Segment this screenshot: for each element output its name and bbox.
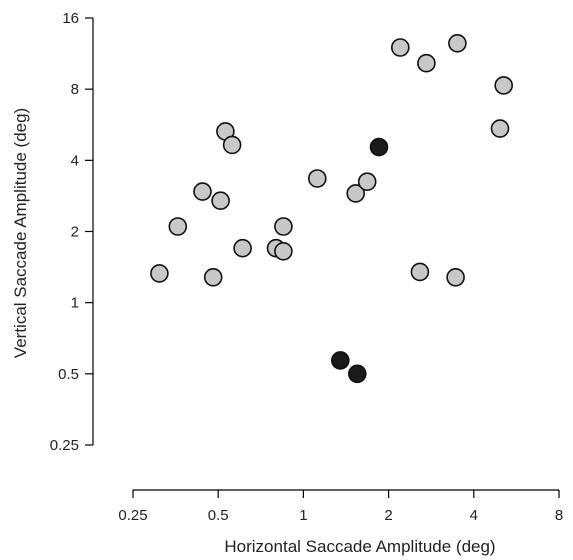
x-tick-label: 8 bbox=[555, 507, 563, 524]
x-tick-label: 4 bbox=[470, 507, 478, 524]
x-tick-label: 0.5 bbox=[208, 507, 229, 524]
data-point-black bbox=[347, 364, 367, 384]
data-point-gray bbox=[410, 262, 430, 282]
x-tick-label: 2 bbox=[384, 507, 392, 524]
data-point-gray bbox=[193, 182, 212, 201]
data-points bbox=[150, 33, 514, 384]
data-point-gray bbox=[168, 217, 188, 236]
data-point-gray bbox=[346, 184, 366, 203]
y-tick-label: 0.5 bbox=[58, 366, 79, 383]
x-axis-title: Horizontal Saccade Amplitude (deg) bbox=[224, 537, 495, 556]
data-point-gray bbox=[211, 191, 230, 210]
y-tick-label: 1 bbox=[71, 295, 79, 312]
data-point-gray bbox=[417, 53, 436, 73]
data-point-gray bbox=[494, 76, 514, 95]
y-tick-label: 0.25 bbox=[50, 437, 79, 454]
data-point-gray bbox=[222, 135, 242, 155]
data-point-gray bbox=[203, 267, 223, 287]
y-axis: 0.25 0.5 1 2 4 8 16 bbox=[50, 10, 94, 454]
x-tick-label: 1 bbox=[299, 507, 307, 524]
x-tick-label: 0.25 bbox=[118, 507, 147, 524]
data-point-black bbox=[330, 351, 350, 370]
data-point-black bbox=[369, 137, 389, 157]
x-axis: 0.25 0.5 1 2 4 8 bbox=[118, 489, 563, 524]
data-point-gray bbox=[274, 217, 293, 236]
data-point-gray bbox=[307, 169, 327, 188]
data-point-gray bbox=[490, 119, 510, 138]
data-point-gray bbox=[357, 172, 377, 191]
y-tick-label: 16 bbox=[62, 10, 79, 27]
y-axis-title: Vertical Saccade Amplitude (deg) bbox=[11, 108, 30, 358]
y-tick-label: 8 bbox=[71, 81, 79, 98]
data-point-gray bbox=[274, 242, 293, 261]
y-tick-label: 4 bbox=[71, 152, 79, 169]
data-point-gray bbox=[150, 264, 169, 283]
data-point-gray bbox=[233, 238, 252, 258]
data-point-gray bbox=[446, 267, 465, 287]
data-point-gray bbox=[390, 38, 410, 57]
y-tick-label: 2 bbox=[71, 224, 79, 241]
data-point-gray bbox=[448, 33, 467, 53]
